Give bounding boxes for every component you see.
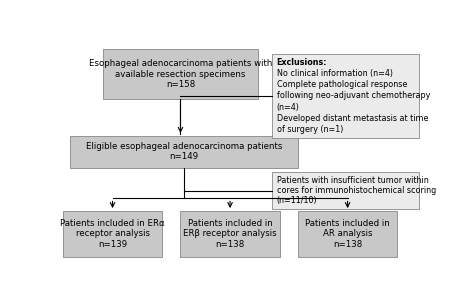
Text: (n=4): (n=4) <box>277 103 300 112</box>
Text: following neo-adjuvant chemotherapy: following neo-adjuvant chemotherapy <box>277 91 430 100</box>
FancyBboxPatch shape <box>272 172 419 209</box>
FancyBboxPatch shape <box>181 211 280 257</box>
Text: Patients included in
AR analysis
n=138: Patients included in AR analysis n=138 <box>305 219 390 249</box>
FancyBboxPatch shape <box>63 211 162 257</box>
Text: Patients included in ERα
receptor analysis
n=139: Patients included in ERα receptor analys… <box>60 219 165 249</box>
FancyBboxPatch shape <box>70 136 298 168</box>
Text: Patients with insufficient tumor within: Patients with insufficient tumor within <box>277 176 428 185</box>
FancyBboxPatch shape <box>103 49 258 99</box>
Text: Esophageal adenocarcinoma patients with
available resection specimens
n=158: Esophageal adenocarcinoma patients with … <box>89 59 272 89</box>
Text: cores for immunohistochemical scoring: cores for immunohistochemical scoring <box>277 186 436 195</box>
FancyBboxPatch shape <box>298 211 397 257</box>
Text: Complete pathological response: Complete pathological response <box>277 80 407 89</box>
Text: (n=11/10): (n=11/10) <box>277 196 318 205</box>
Text: of surgery (n=1): of surgery (n=1) <box>277 125 343 134</box>
Text: Eligible esophageal adenocarcinoma patients
n=149: Eligible esophageal adenocarcinoma patie… <box>86 142 283 161</box>
FancyBboxPatch shape <box>272 54 419 138</box>
Text: No clinical information (n=4): No clinical information (n=4) <box>277 69 393 78</box>
Text: Developed distant metastasis at time: Developed distant metastasis at time <box>277 114 428 123</box>
Text: Patients included in
ERβ receptor analysis
n=138: Patients included in ERβ receptor analys… <box>183 219 277 249</box>
Text: Exclusions:: Exclusions: <box>277 58 327 67</box>
